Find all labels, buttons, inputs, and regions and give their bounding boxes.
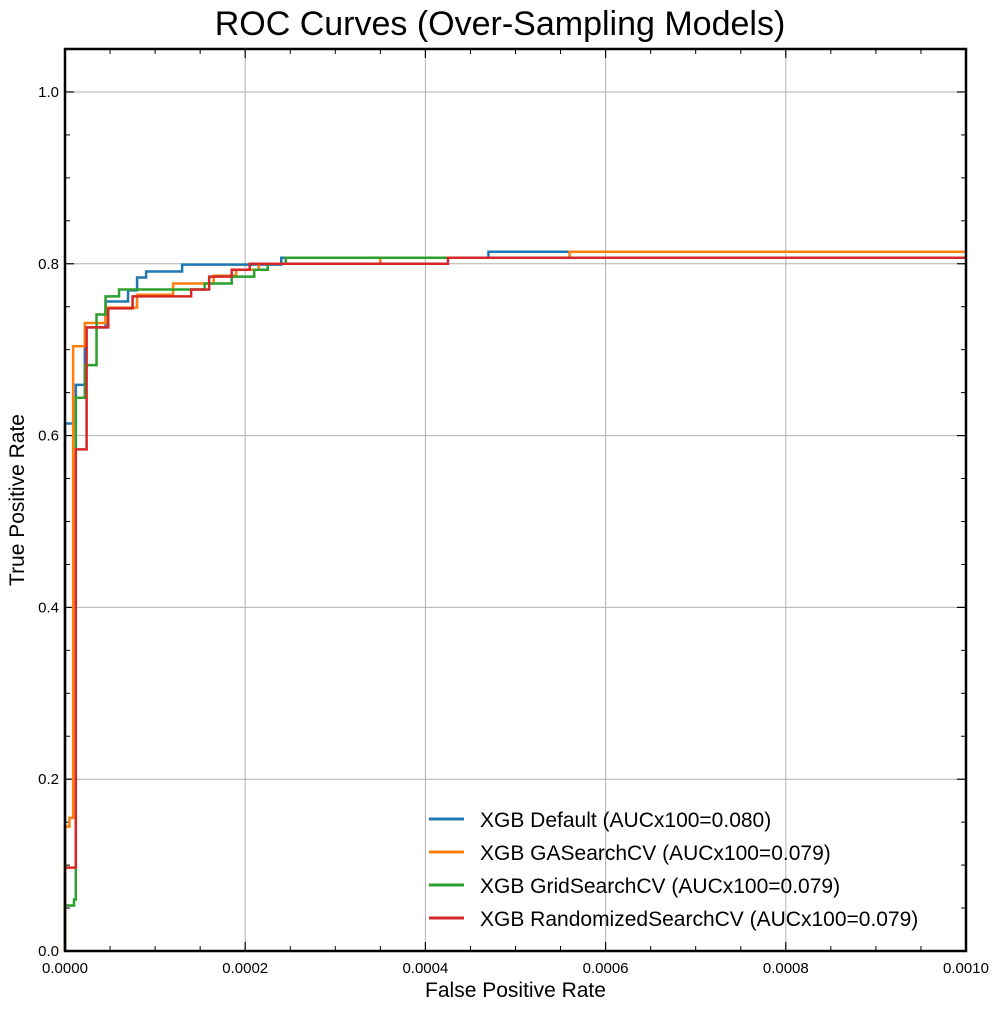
tick-labels: 0.0000 0.0002 0.0004 0.0006 0.0008 0.0010 0.0 0…: [38, 84, 989, 977]
chart-title: ROC Curves (Over-Sampling Models): [215, 5, 786, 43]
x-tick-label: 0.0010: [943, 960, 989, 977]
roc-series-line-4: [63, 256, 966, 951]
y-tick-label: 0.0: [38, 943, 59, 960]
plot-frame: [63, 47, 968, 953]
legend-label: XGB Default (AUCx100=0.080): [480, 809, 771, 832]
x-tick-label: 0.0006: [583, 960, 629, 977]
legend-label: XGB GASearchCV (AUCx100=0.079): [480, 842, 831, 865]
grid-lines: [65, 49, 966, 951]
y-tick-label: 0.8: [38, 256, 59, 273]
x-tick-label: 0.0000: [42, 960, 88, 977]
x-tick-label: 0.0002: [222, 960, 268, 977]
legend: XGB Default (AUCx100=0.080) XGB GASearchC…: [429, 809, 918, 931]
y-axis-title: True Positive Rate: [6, 414, 29, 586]
y-tick-label: 0.6: [38, 428, 59, 445]
legend-label: XGB GridSearchCV (AUCx100=0.079): [480, 875, 840, 898]
x-axis-title: False Positive Rate: [425, 979, 606, 1002]
y-tick-label: 0.4: [38, 599, 59, 616]
axis-ticks: [64, 48, 967, 952]
series-lines: [63, 250, 966, 951]
x-tick-label: 0.0004: [402, 960, 448, 977]
legend-label: XGB RandomizedSearchCV (AUCx100=0.079): [480, 908, 918, 931]
y-tick-label: 0.2: [38, 771, 59, 788]
y-tick-label: 1.0: [38, 84, 59, 101]
x-tick-label: 0.0008: [763, 960, 809, 977]
